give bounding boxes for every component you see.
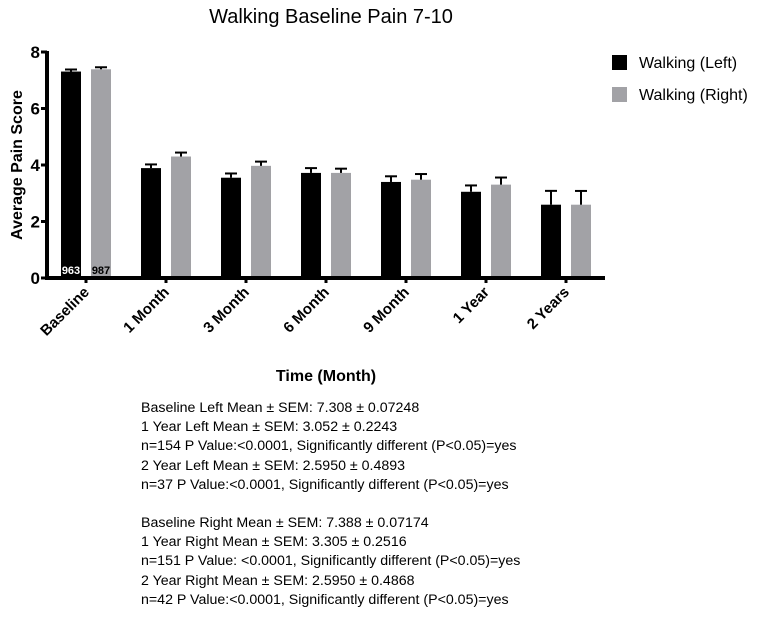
legend-swatch bbox=[612, 55, 627, 70]
x-tick-label: 3 Month bbox=[200, 284, 253, 337]
bar bbox=[461, 191, 481, 278]
bar bbox=[251, 165, 271, 278]
statistics-text: Baseline Left Mean ± SEM: 7.308 ± 0.0724… bbox=[141, 399, 520, 629]
legend: Walking (Left) Walking (Right) bbox=[612, 55, 748, 104]
y-tick-label: 4 bbox=[31, 156, 41, 175]
stats-line: n=154 P Value:<0.0001, Significantly dif… bbox=[141, 438, 517, 455]
y-tick-label: 2 bbox=[31, 213, 40, 232]
y-tick-label: 0 bbox=[31, 269, 40, 288]
bar bbox=[411, 179, 431, 278]
x-tick-label: 1 Month bbox=[120, 284, 173, 337]
bar bbox=[91, 69, 111, 278]
bar bbox=[141, 168, 161, 278]
y-axis-title: Average Pain Score bbox=[9, 90, 26, 240]
stats-line: n=42 P Value:<0.0001, Significantly diff… bbox=[141, 591, 509, 608]
bar-count-label: 963 bbox=[62, 265, 80, 277]
y-tick-label: 8 bbox=[31, 43, 40, 62]
stats-line: n=151 P Value: <0.0001, Significantly di… bbox=[141, 553, 521, 570]
x-tick-label: 1 Year bbox=[450, 284, 493, 327]
legend-swatch bbox=[612, 87, 627, 102]
stats-line: 1 Year Right Mean ± SEM: 3.305 ± 0.2516 bbox=[141, 534, 407, 551]
x-tick-label: Baseline bbox=[37, 284, 93, 340]
stats-line: 1 Year Left Mean ± SEM: 3.052 ± 0.2243 bbox=[141, 419, 398, 436]
stats-line: 2 Year Right Mean ± SEM: 2.5950 ± 0.4868 bbox=[141, 572, 415, 589]
bar bbox=[491, 184, 511, 278]
stats-line: Baseline Left Mean ± SEM: 7.308 ± 0.0724… bbox=[141, 400, 420, 416]
bar-count-label: 987 bbox=[92, 265, 110, 277]
stats-line: n=37 P Value:<0.0001, Significantly diff… bbox=[141, 476, 509, 493]
x-tick-label: 6 Month bbox=[280, 284, 333, 337]
x-axis-title: Time (Month) bbox=[276, 368, 376, 385]
stats-line: Baseline Right Mean ± SEM: 7.388 ± 0.071… bbox=[141, 515, 429, 532]
stats-right-block: Baseline Right Mean ± SEM: 7.388 ± 0.071… bbox=[141, 514, 520, 610]
bar bbox=[171, 156, 191, 278]
bar bbox=[221, 177, 241, 278]
bar-chart: Walking Baseline Pain 7-10 Average Pain … bbox=[9, 6, 748, 385]
bar bbox=[381, 181, 401, 278]
x-tick-label: 2 Years bbox=[524, 284, 573, 333]
y-tick-label: 6 bbox=[31, 100, 40, 119]
bar bbox=[541, 204, 561, 278]
bar bbox=[61, 71, 81, 278]
chart-title: Walking Baseline Pain 7-10 bbox=[209, 6, 453, 28]
legend-label: Walking (Right) bbox=[639, 87, 748, 104]
stats-left-block: Baseline Left Mean ± SEM: 7.308 ± 0.0724… bbox=[141, 399, 520, 495]
x-tick-label: 9 Month bbox=[360, 284, 413, 337]
bars-layer: 963 987 bbox=[61, 66, 591, 278]
stats-line: 2 Year Left Mean ± SEM: 2.5950 ± 0.4893 bbox=[141, 457, 406, 474]
legend-label: Walking (Left) bbox=[639, 55, 737, 72]
bar bbox=[301, 172, 321, 278]
bar bbox=[571, 204, 591, 278]
bar bbox=[331, 172, 351, 278]
